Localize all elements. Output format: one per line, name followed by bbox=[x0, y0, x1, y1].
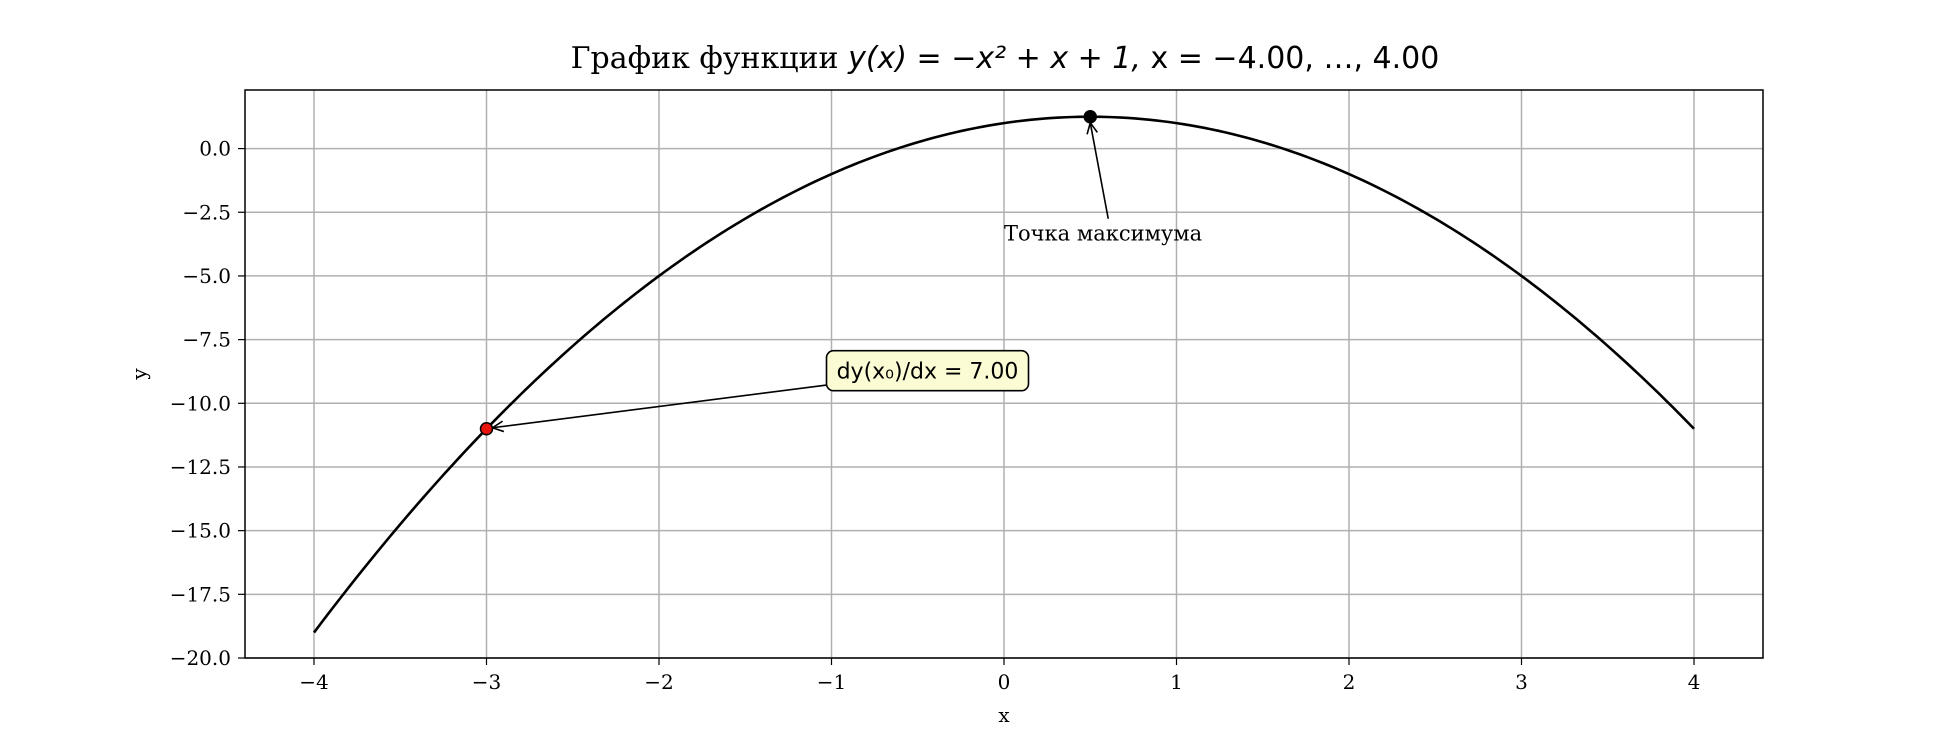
function-curve bbox=[312, 115, 1695, 634]
y-tick-label: −20.0 bbox=[170, 646, 231, 670]
x-tick-label: 1 bbox=[1170, 670, 1183, 694]
y-tick-label: −15.0 bbox=[170, 519, 231, 543]
y-tick-label: −7.5 bbox=[182, 328, 231, 352]
y-tick-label: −2.5 bbox=[182, 200, 231, 224]
max-arrow bbox=[1086, 120, 1110, 219]
max-point bbox=[1083, 109, 1097, 124]
chart-title-prefix: График функции bbox=[571, 41, 848, 76]
annotation-arrow-shaft bbox=[1089, 122, 1110, 219]
x-tick-label: 4 bbox=[1688, 670, 1701, 694]
y-tick-label: −12.5 bbox=[170, 455, 231, 479]
y-axis-label: y bbox=[127, 368, 151, 381]
x-tick-label: 2 bbox=[1343, 670, 1356, 694]
chart-title-formula: y(x) = −x² + x + 1, bbox=[847, 41, 1150, 76]
ticks: −4 −3 −2 −1 0 1 2 3 4 0.0 −2.5 −5.0 −7.5 −10.0 −12.5 −1… bbox=[170, 137, 1701, 694]
points bbox=[479, 109, 1097, 436]
max-annotation-text: Точка максимума bbox=[1004, 221, 1202, 245]
y-tick-label: −17.5 bbox=[170, 582, 231, 606]
curve-layer bbox=[312, 115, 1695, 634]
y-tick-label: −5.0 bbox=[182, 264, 231, 288]
y-tick-label: 0.0 bbox=[199, 137, 231, 161]
derivative-arrow bbox=[490, 383, 830, 433]
derivative-box bbox=[825, 349, 1030, 392]
y-tick-label: −10.0 bbox=[170, 391, 231, 415]
derivative-annotation-text: dy(x₀)/dx = 7.00 bbox=[837, 360, 1019, 385]
x-tick-label: −1 bbox=[817, 670, 846, 694]
chart-title-range: x = −4.00, …, 4.00 bbox=[1150, 41, 1439, 76]
annotations: Точка максимума dy(x₀)/dx = 7.00 bbox=[490, 120, 1202, 433]
annotation-arrow-shaft bbox=[492, 383, 830, 429]
x-tick-label: −2 bbox=[644, 670, 673, 694]
x-axis-label: x bbox=[998, 703, 1010, 727]
chart-title: График функции y(x) = −x² + x + 1, x = −… bbox=[571, 41, 1440, 76]
x-tick-label: 3 bbox=[1515, 670, 1528, 694]
x-tick-label: 0 bbox=[998, 670, 1011, 694]
x-tick-label: −4 bbox=[299, 670, 328, 694]
derivative-point bbox=[479, 422, 494, 436]
x-tick-label: −3 bbox=[472, 670, 501, 694]
